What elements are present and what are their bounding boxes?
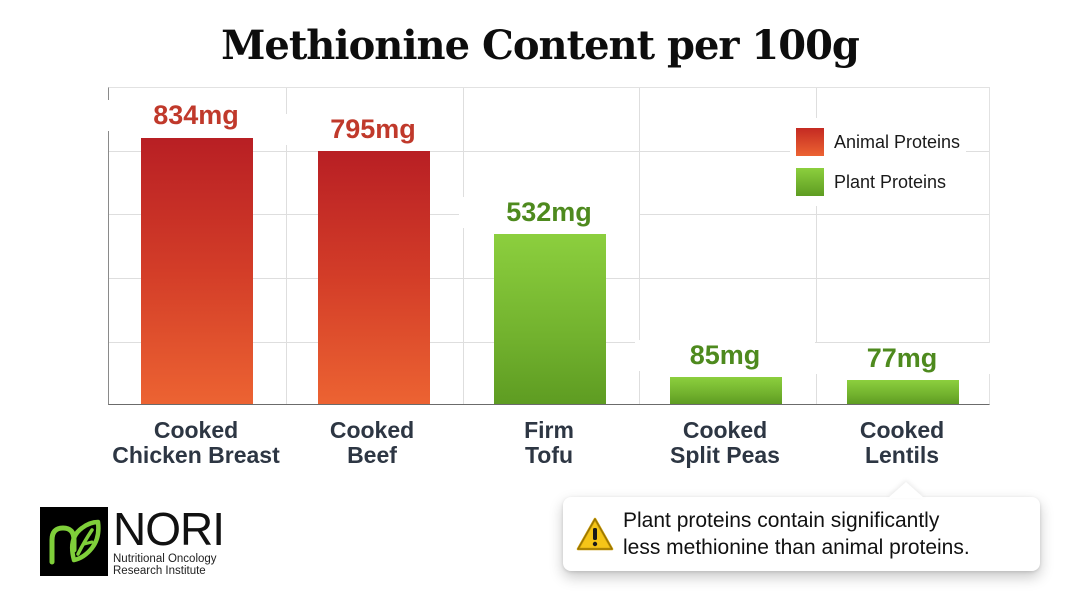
- category-line1: Firm: [524, 417, 574, 443]
- category-label-tofu: Firm Tofu: [449, 418, 649, 468]
- category-line1: Cooked: [682, 417, 768, 443]
- legend-label-plant: Plant Proteins: [834, 171, 947, 192]
- value-label-lentils: 77mg: [812, 343, 992, 374]
- category-line1: Cooked: [859, 417, 945, 443]
- logo-subtitle-line1: Nutritional Oncology: [113, 553, 217, 565]
- category-label-beef: Cooked Beef: [272, 418, 472, 468]
- annotation-callout: Plant proteins contain significantly les…: [563, 497, 1040, 571]
- category-line1: Cooked: [153, 417, 239, 443]
- category-label-chicken-breast: Cooked Chicken Breast: [96, 418, 296, 468]
- value-label-tofu: 532mg: [459, 197, 639, 228]
- chart-title: Methionine Content per 100g: [221, 22, 860, 69]
- category-line1: Cooked: [329, 417, 415, 443]
- bar-lentils: [847, 380, 959, 404]
- category-line2: Split Peas: [670, 442, 780, 468]
- category-line2: Tofu: [524, 442, 574, 468]
- value-label-split-peas: 85mg: [635, 340, 815, 371]
- category-label-split-peas: Cooked Split Peas: [625, 418, 825, 468]
- gridline-horizontal: [109, 151, 989, 152]
- bar-tofu: [494, 234, 606, 404]
- bar-beef: [318, 151, 430, 404]
- gridline-vertical: [463, 88, 464, 404]
- warning-icon: [575, 516, 615, 552]
- gridline-vertical: [639, 88, 640, 404]
- callout-pointer: [888, 482, 924, 498]
- value-label-chicken-breast: 834mg: [106, 100, 286, 131]
- category-label-lentils: Cooked Lentils: [802, 418, 1002, 468]
- bar-split-peas: [670, 377, 782, 404]
- value-label-beef: 795mg: [283, 114, 463, 145]
- category-line2: Chicken Breast: [112, 442, 280, 468]
- callout-line2: less methionine than animal proteins.: [623, 536, 970, 559]
- legend-item-animal: Animal Proteins: [796, 122, 960, 162]
- legend-label-animal: Animal Proteins: [834, 131, 961, 152]
- gridline-vertical: [286, 88, 287, 404]
- leaf-logo-icon: [40, 507, 108, 576]
- category-line2: Lentils: [864, 442, 940, 468]
- plot-area: [108, 87, 990, 405]
- nori-logo: NORI Nutritional Oncology Research Insti…: [40, 503, 225, 577]
- category-line2: Beef: [347, 442, 397, 468]
- legend-swatch-animal: [796, 128, 824, 156]
- callout-line1: Plant proteins contain significantly: [623, 509, 940, 532]
- logo-name: NORI: [113, 503, 225, 555]
- legend: Animal Proteins Plant Proteins: [790, 118, 967, 206]
- gridline-vertical: [816, 88, 817, 404]
- logo-subtitle-line2: Research Institute: [113, 565, 206, 577]
- bar-chicken-breast: [141, 138, 253, 404]
- legend-swatch-plant: [796, 168, 824, 196]
- legend-item-plant: Plant Proteins: [796, 162, 960, 202]
